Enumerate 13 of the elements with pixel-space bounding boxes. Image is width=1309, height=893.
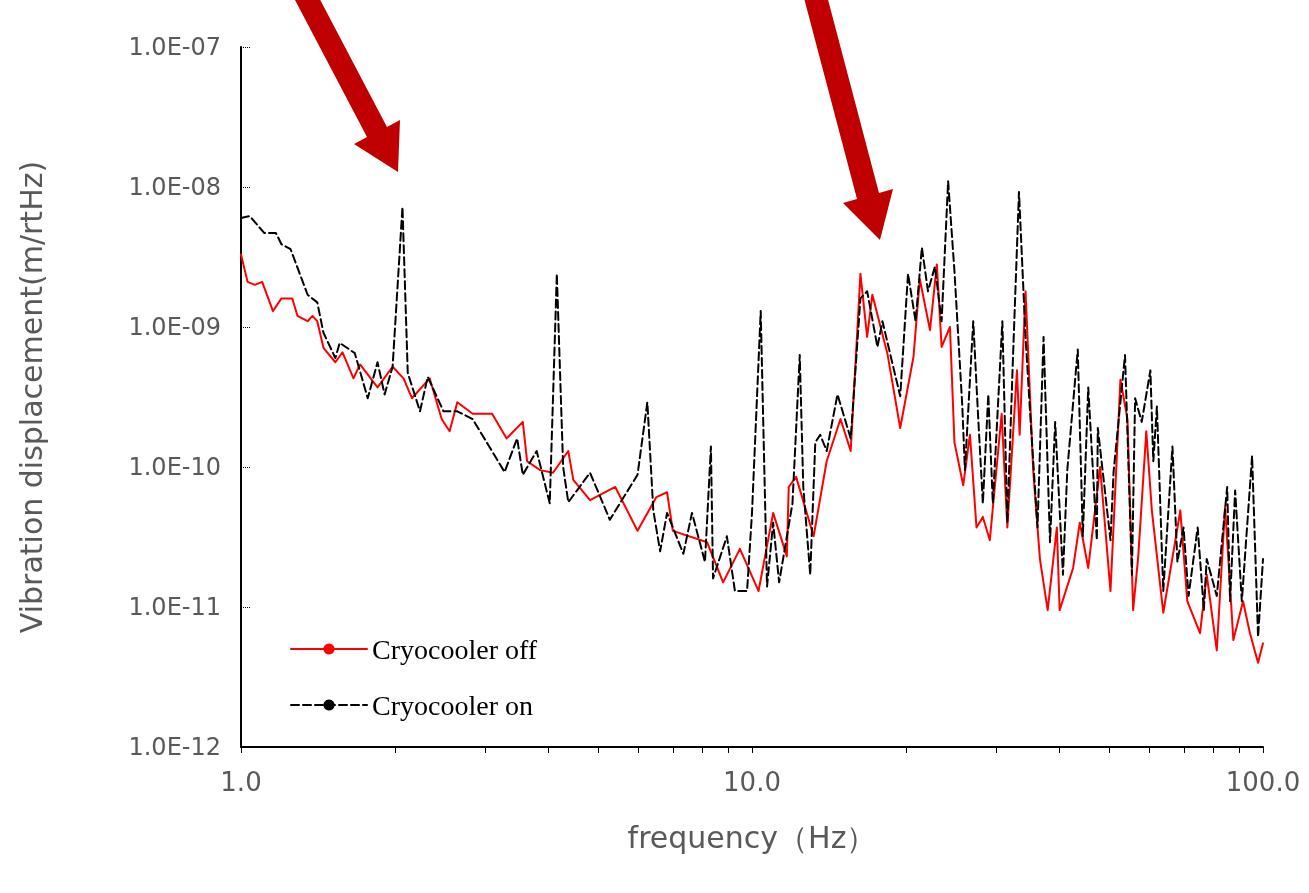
y-tick-label: 1.0E-12 <box>128 733 221 761</box>
y-tick-label: 1.0E-07 <box>128 33 221 61</box>
y-tick-label: 1.0E-08 <box>128 173 221 201</box>
y-tick-label: 1.0E-10 <box>128 453 221 481</box>
legend-label: Cryocooler off <box>372 633 538 665</box>
y-axis-title: Vibration displacement(m/rtHz) <box>13 160 49 634</box>
x-axis-title: frequency（Hz） <box>627 819 877 855</box>
legend-label: Cryocooler on <box>372 689 533 721</box>
x-tick-label: 1.0 <box>220 767 262 797</box>
y-tick-label: 1.0E-11 <box>128 593 221 621</box>
x-tick-label: 10.0 <box>723 767 781 797</box>
y-tick-label: 1.0E-09 <box>128 313 221 341</box>
x-tick-label: 100.0 <box>1225 767 1301 797</box>
